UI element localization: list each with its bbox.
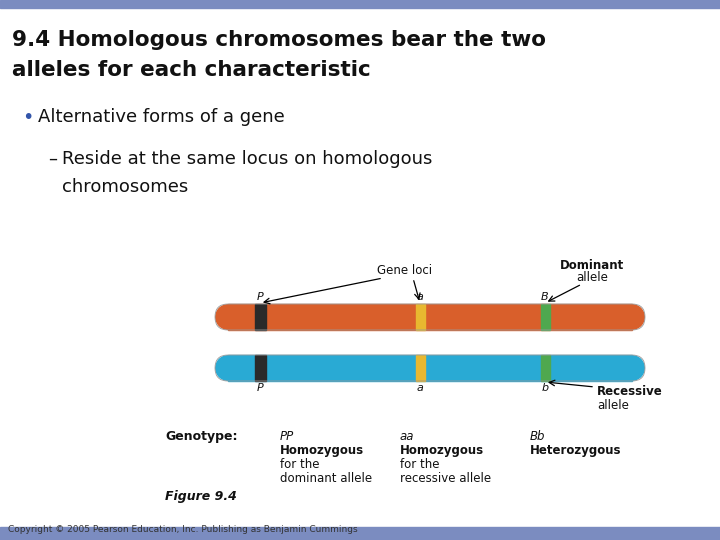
Text: a: a — [417, 383, 423, 393]
Text: Copyright © 2005 Pearson Education, Inc. Publishing as Benjamin Cummings: Copyright © 2005 Pearson Education, Inc.… — [8, 525, 358, 534]
Bar — [228, 355, 632, 381]
Text: for the: for the — [280, 458, 320, 471]
Bar — [228, 304, 632, 330]
Text: dominant allele: dominant allele — [280, 472, 372, 485]
Text: Bb: Bb — [530, 430, 546, 443]
Text: for the: for the — [400, 458, 439, 471]
Text: Homozygous: Homozygous — [280, 444, 364, 457]
Text: allele: allele — [576, 271, 608, 284]
Ellipse shape — [215, 304, 241, 330]
Text: Reside at the same locus on homologous: Reside at the same locus on homologous — [62, 150, 433, 168]
Bar — [415, 355, 425, 381]
Text: recessive allele: recessive allele — [400, 472, 491, 485]
Text: Figure 9.4: Figure 9.4 — [165, 490, 237, 503]
Text: Dominant: Dominant — [560, 259, 624, 272]
Text: chromosomes: chromosomes — [62, 178, 188, 196]
Text: 9.4 Homologous chromosomes bear the two: 9.4 Homologous chromosomes bear the two — [12, 30, 546, 50]
Text: aa: aa — [400, 430, 415, 443]
Bar — [254, 304, 266, 330]
Bar — [415, 304, 425, 330]
Text: Genotype:: Genotype: — [165, 430, 238, 443]
Text: Alternative forms of a gene: Alternative forms of a gene — [38, 108, 284, 126]
Bar — [541, 355, 549, 381]
Text: Recessive: Recessive — [597, 385, 662, 398]
Text: PP: PP — [280, 430, 294, 443]
Text: –: – — [48, 150, 57, 168]
Bar — [0, 527, 720, 540]
Text: P: P — [256, 292, 264, 302]
Ellipse shape — [215, 355, 241, 381]
Text: Homozygous: Homozygous — [400, 444, 484, 457]
Text: alleles for each characteristic: alleles for each characteristic — [12, 60, 371, 80]
Bar — [541, 304, 549, 330]
Text: B: B — [541, 292, 549, 302]
Text: P: P — [256, 383, 264, 393]
Ellipse shape — [619, 304, 645, 330]
Bar — [254, 355, 266, 381]
Bar — [0, 0, 720, 8]
Ellipse shape — [619, 355, 645, 381]
Text: Gene loci: Gene loci — [377, 264, 433, 277]
Text: a: a — [417, 292, 423, 302]
Text: •: • — [22, 108, 33, 127]
Text: allele: allele — [597, 399, 629, 412]
Text: Heterozygous: Heterozygous — [530, 444, 621, 457]
Text: b: b — [541, 383, 549, 393]
